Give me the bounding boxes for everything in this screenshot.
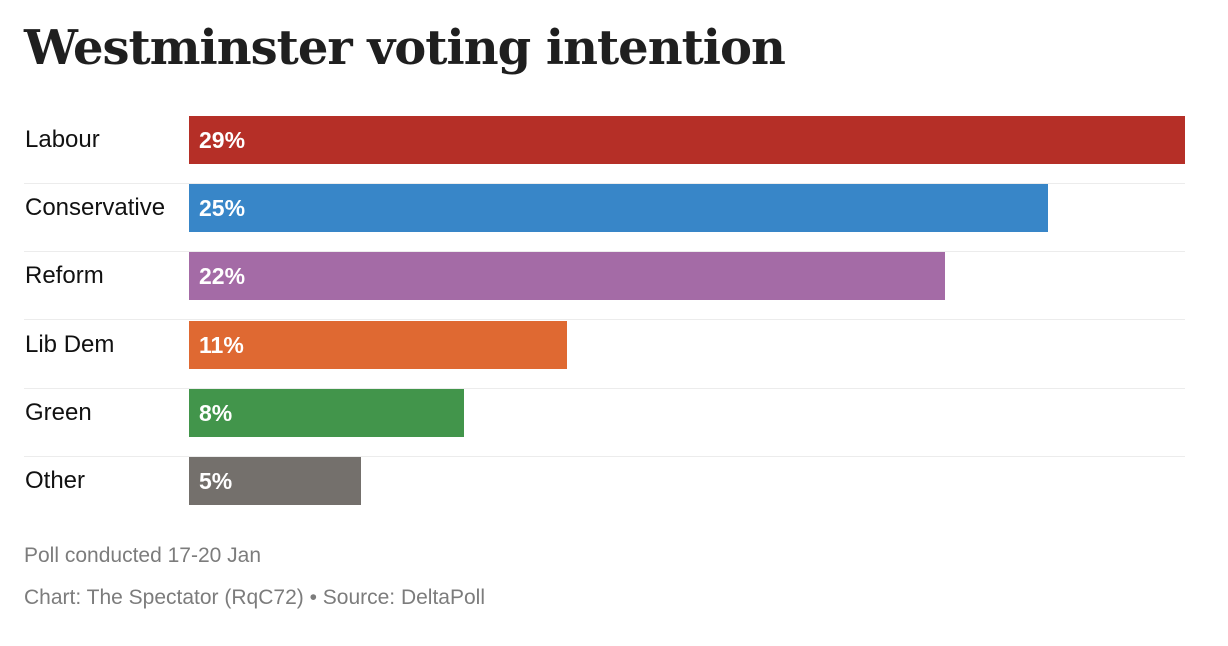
category-label-conservative: Conservative [25, 194, 166, 222]
row-divider [24, 387, 1185, 389]
bar-conservative: 25% [189, 184, 1048, 233]
bar-green: 8% [189, 388, 464, 437]
row-divider [24, 455, 1185, 457]
bar-row-other: Other 5% [24, 457, 1185, 525]
bar-row-conservative: Conservative 25% [24, 184, 1185, 253]
chart-title: Westminster voting intention [24, 20, 786, 76]
value-label-other: 5% [199, 468, 233, 494]
source-credit: Chart: The Spectator (RqC72) • Source: D… [24, 586, 486, 609]
poll-date-note: Poll conducted 17-20 Jan [24, 544, 261, 567]
row-divider [24, 319, 1185, 321]
row-divider [24, 183, 1185, 184]
value-label-green: 8% [199, 399, 233, 426]
category-label-green: Green [25, 398, 92, 426]
bar-row-lib-dem: Lib Dem 11% [24, 320, 1185, 389]
value-label-lib-dem: 11% [199, 331, 244, 358]
row-divider [24, 251, 1185, 253]
bar-reform: 22% [189, 252, 945, 301]
value-label-reform: 22% [199, 263, 246, 290]
bar-row-green: Green 8% [24, 388, 1185, 457]
category-label-lib-dem: Lib Dem [25, 330, 115, 358]
category-label-other: Other [25, 467, 86, 494]
category-label-reform: Reform [25, 262, 104, 290]
bar-row-reform: Reform 22% [24, 252, 1185, 321]
value-label-conservative: 25% [199, 195, 246, 222]
bar-labour: 29% [189, 116, 1185, 164]
value-label-labour: 29% [199, 127, 246, 153]
bar-lib-dem: 11% [189, 320, 567, 369]
category-label-labour: Labour [25, 126, 100, 153]
bar-row-labour: Labour 29% [24, 116, 1185, 184]
bar-other: 5% [189, 457, 361, 505]
